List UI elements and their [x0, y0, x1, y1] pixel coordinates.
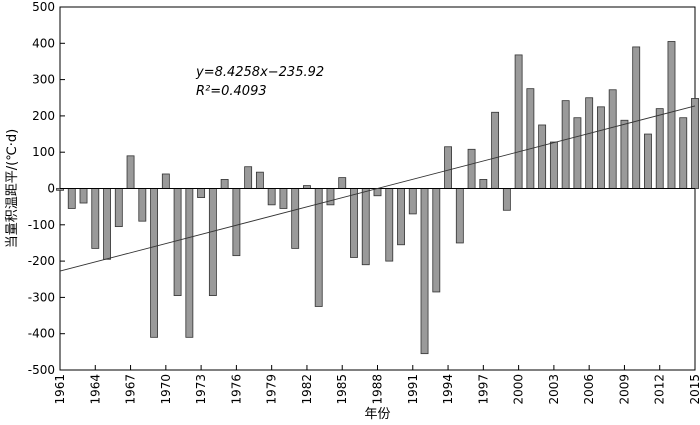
bar-2013: [667, 41, 676, 189]
bar-2012: [655, 108, 664, 189]
x-tick-label: 2015: [688, 374, 700, 405]
bar-2009: [620, 119, 629, 189]
x-tick-label: 1994: [441, 374, 455, 405]
bar-1977: [244, 166, 253, 189]
bar-1962: [67, 188, 76, 209]
x-tick-label: 2009: [617, 374, 631, 405]
bar-1965: [103, 188, 111, 260]
bar-1972: [185, 188, 194, 338]
y-tick-label: 0: [47, 182, 55, 196]
y-tick-label: -400: [28, 327, 55, 341]
y-tick-label: -100: [28, 218, 55, 232]
x-tick-label: 2000: [512, 374, 526, 405]
bar-2004: [561, 100, 570, 189]
bar-1992: [420, 188, 429, 355]
x-tick-label: 1997: [476, 374, 490, 405]
bar-1969: [150, 188, 159, 338]
x-tick-label: 1985: [335, 374, 349, 405]
bar-1971: [173, 188, 182, 296]
y-tick-label: -300: [28, 290, 55, 304]
bar-2003: [549, 141, 558, 189]
bar-1963: [79, 188, 88, 204]
x-tick-label: 1982: [300, 374, 314, 405]
bar-1983: [314, 188, 323, 307]
bar-1987: [361, 188, 370, 266]
bar-1970: [161, 173, 170, 189]
x-tick-label: 2012: [653, 374, 667, 405]
bar-2011: [644, 133, 652, 189]
bar-1980: [279, 188, 288, 209]
bar-1986: [350, 188, 358, 258]
bar-2005: [573, 117, 582, 189]
y-tick-label: 500: [32, 0, 55, 14]
y-tick-label: 200: [32, 109, 55, 123]
x-tick-label: 1976: [229, 374, 243, 405]
bar-1995: [455, 188, 464, 244]
bar-2007: [596, 106, 605, 189]
y-axis-title: 当量积温距平/(℃·d): [5, 129, 20, 249]
bar-1964: [91, 188, 100, 249]
bar-1968: [138, 188, 147, 222]
bar-1997: [479, 179, 488, 189]
x-tick-label: 1967: [124, 374, 138, 405]
x-tick-label: 1973: [194, 374, 208, 405]
y-tick-label: -500: [28, 363, 55, 377]
bar-2008: [608, 89, 617, 189]
bar-1974: [208, 188, 217, 296]
y-tick-label: 100: [32, 145, 55, 159]
x-tick-label: 2003: [547, 374, 561, 405]
bar-1975: [220, 179, 229, 189]
regression-equation: y=8.4258x−235.92: [195, 65, 324, 80]
bar-2015: [691, 98, 699, 189]
x-tick-label: 1988: [371, 374, 385, 405]
bar-1973: [197, 188, 206, 198]
bar-2002: [538, 124, 547, 189]
x-tick-label: 1964: [88, 374, 102, 405]
bar-1991: [408, 188, 417, 215]
bars: [56, 41, 699, 355]
bar-1966: [114, 188, 123, 228]
trend-line: [59, 105, 696, 272]
bar-1978: [255, 171, 264, 189]
bar-1976: [232, 188, 241, 257]
bar-2014: [679, 117, 688, 189]
bar-1993: [432, 188, 441, 293]
bar-1990: [397, 188, 405, 246]
x-tick-label: 2006: [582, 374, 596, 405]
bar-2006: [585, 97, 594, 189]
y-tick-label: 300: [32, 73, 55, 87]
bar-2001: [526, 88, 535, 189]
bar-1996: [467, 148, 476, 189]
bar-1979: [267, 188, 276, 206]
bar-2010: [632, 46, 641, 189]
x-tick-label: 1991: [406, 374, 420, 405]
y-axis: -500 -400 -300 -200 -100 0 100 200 300 400 500: [28, 0, 65, 377]
x-tick-label: 1961: [53, 374, 67, 405]
x-tick-label: 1970: [159, 374, 173, 405]
bar-2000: [514, 54, 523, 189]
x-tick-label: 1979: [265, 374, 279, 405]
y-tick-label: -200: [28, 254, 55, 268]
bar-1989: [385, 188, 394, 262]
bar-1981: [291, 188, 300, 249]
r-squared-label: R²=0.4093: [196, 84, 267, 99]
bar-1999: [502, 188, 511, 211]
x-axis-title: 年份: [364, 407, 390, 422]
x-axis: 1961 1964 1967 1970 1973 1976 1979 1982 1985 1988…: [53, 365, 700, 405]
bar-1994: [444, 146, 452, 189]
bar-1985: [338, 177, 347, 189]
bar-1984: [326, 188, 335, 206]
bar-1967: [126, 155, 135, 189]
y-tick-label: 400: [32, 36, 55, 50]
bar-1998: [491, 111, 500, 189]
